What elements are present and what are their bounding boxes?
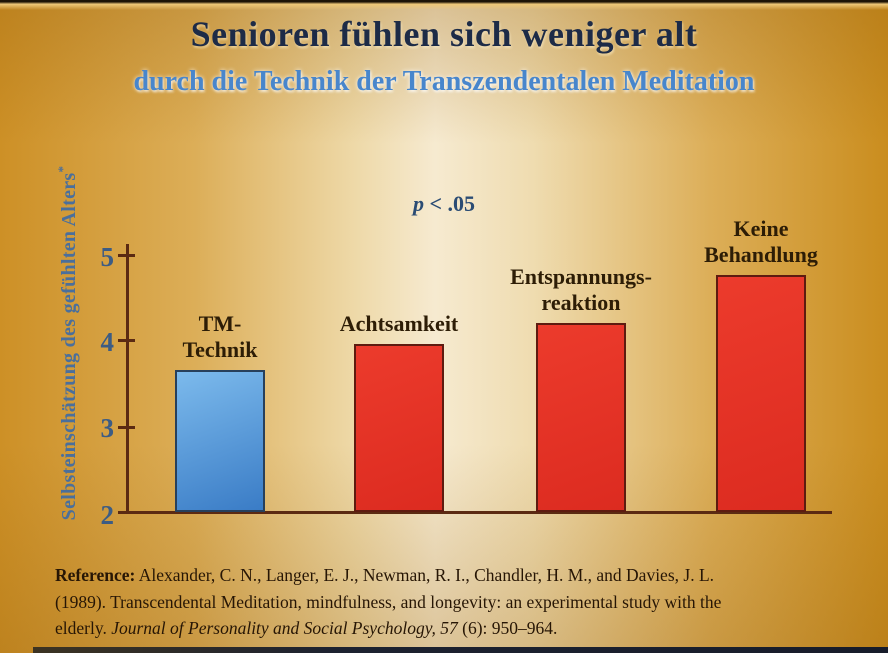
reference-authors: Alexander, C. N., Langer, E. J., Newman,… [135, 565, 715, 585]
y-axis-title-text: Selbsteinschätzung des gefühlten Alters [57, 172, 80, 521]
y-tick-label-3: 3 [100, 413, 115, 443]
bar-label-line: Technik [182, 337, 258, 362]
bar-tm-technik [175, 370, 265, 512]
y-tick-3 [118, 426, 135, 429]
reference-pages: (6): 950–964. [457, 618, 558, 638]
bar-label-line: reaktion [541, 290, 621, 315]
reference-line-3: elderly. Journal of Personality and Soci… [55, 615, 845, 642]
bar-group-keine-behandlung: Keine Behandlung [669, 216, 853, 512]
p-comparison: < .05 [423, 191, 476, 216]
y-tick-label-2: 2 [100, 500, 115, 530]
bar-keine-behandlung [716, 275, 806, 512]
bar-label-line: Achtsamkeit [339, 311, 459, 336]
reference-line-2: (1989). Transcendental Meditation, mindf… [55, 591, 722, 612]
bottom-edge-strip [33, 647, 888, 653]
significance-annotation: p < .05 [0, 191, 888, 217]
reference-pre-journal: elderly. [55, 618, 112, 638]
bar-group-achtsamkeit: Achtsamkeit [307, 311, 491, 512]
bar-achtsamkeit [354, 344, 444, 512]
reference-label: Reference: [55, 565, 136, 585]
y-tick-label-4: 4 [100, 327, 115, 357]
bar-label-keine-behandlung: Keine Behandlung [669, 216, 853, 268]
footnote-marker: * [55, 165, 71, 173]
reference-block: Reference: Alexander, C. N., Langer, E. … [55, 562, 845, 642]
y-axis-line [126, 244, 129, 514]
bar-label-line: TM- [198, 311, 242, 336]
x-axis-line [118, 511, 832, 514]
chart-subtitle: durch die Technik der Transzendentalen M… [133, 66, 755, 97]
reference-line-1: Reference: Alexander, C. N., Langer, E. … [55, 562, 845, 589]
y-axis-title: Selbsteinschätzung des gefühlten Alters* [55, 166, 81, 521]
bar-entspannungsreaktion [536, 323, 626, 512]
y-tick-label-5: 5 [100, 242, 115, 272]
bar-label-line: Keine [733, 216, 789, 241]
y-tick-5 [118, 254, 135, 257]
p-symbol: p [412, 191, 424, 216]
bar-label-line: Behandlung [704, 242, 818, 267]
bar-label-line: Entspannungs- [510, 264, 652, 289]
chart-title: Senioren fühlen sich weniger alt [190, 14, 698, 54]
bar-label-achtsamkeit: Achtsamkeit [307, 311, 491, 337]
reference-journal: Journal of Personality and Social Psycho… [111, 618, 458, 638]
y-tick-4 [118, 339, 135, 342]
top-edge-sheen [0, 0, 888, 10]
bar-label-entspannungsreaktion: Entspannungs- reaktion [489, 264, 673, 316]
bar-group-entspannungsreaktion: Entspannungs- reaktion [489, 264, 673, 512]
bar-label-tm-technik: TM- Technik [128, 311, 312, 363]
bar-group-tm-technik: TM- Technik [128, 311, 312, 512]
